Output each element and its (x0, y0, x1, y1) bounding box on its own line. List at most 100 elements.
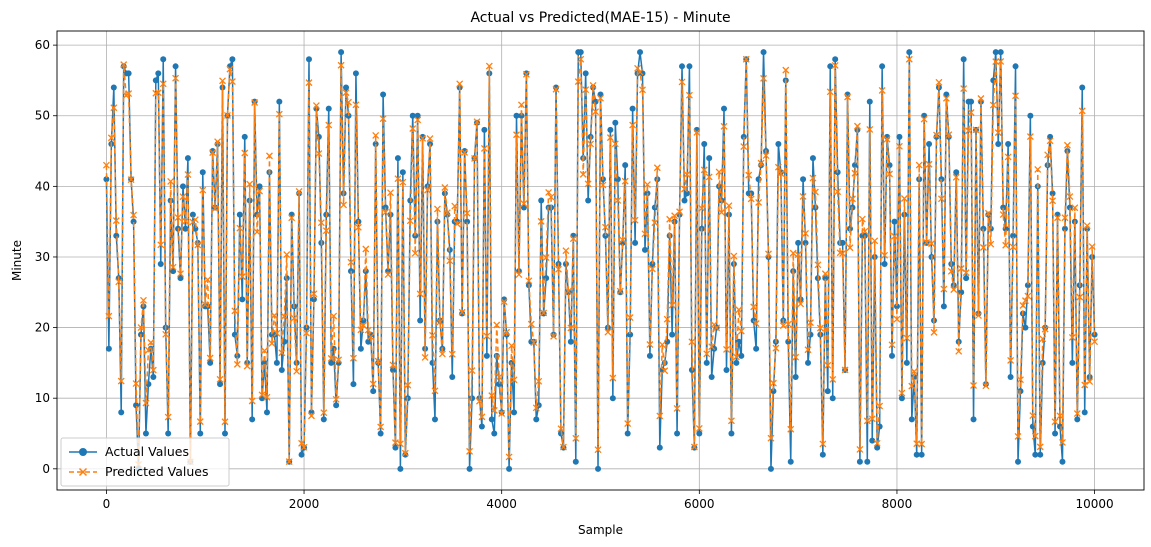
data-point-predicted (841, 366, 849, 374)
data-point-predicted (379, 115, 387, 123)
legend-entry-actual: Actual Values (69, 444, 189, 459)
data-point-actual (582, 70, 589, 77)
data-point-predicted (453, 220, 461, 228)
data-point-predicted (626, 314, 634, 322)
data-point-predicted (765, 250, 772, 258)
data-point-actual (1015, 458, 1022, 465)
data-point-actual (753, 345, 760, 352)
data-point-actual (533, 416, 540, 423)
data-point-actual (565, 289, 572, 296)
data-point-predicted (997, 57, 1005, 65)
x-tick-label: 0 (103, 497, 111, 511)
data-point-predicted (802, 230, 810, 237)
data-point-predicted (582, 86, 590, 94)
data-point-actual (179, 183, 186, 190)
legend-label-actual: Actual Values (105, 444, 189, 459)
data-point-predicted (382, 208, 390, 216)
data-point-predicted (814, 261, 822, 269)
data-point-predicted (206, 354, 214, 362)
data-point-actual (577, 49, 584, 56)
data-point-predicted (745, 171, 753, 179)
data-point-actual (893, 303, 900, 310)
data-point-actual (110, 84, 117, 91)
data-point-actual (656, 444, 663, 451)
data-point-actual (963, 275, 970, 282)
data-point-actual (483, 352, 490, 359)
data-point-actual (760, 49, 767, 56)
data-point-predicted (863, 417, 871, 425)
data-point-predicted (933, 131, 940, 139)
data-point-predicted (831, 61, 839, 69)
data-point-actual (701, 140, 708, 147)
data-point-predicted (522, 70, 530, 78)
data-point-actual (706, 155, 713, 162)
data-point-predicted (169, 263, 177, 271)
data-point-predicted (310, 290, 318, 298)
data-point-actual (787, 458, 794, 465)
data-point-actual (118, 409, 125, 416)
data-point-predicted (742, 55, 750, 63)
data-point-predicted (342, 89, 350, 97)
data-point-actual (898, 395, 905, 402)
data-point-predicted (752, 320, 760, 328)
data-point-actual (1052, 430, 1059, 437)
data-point-predicted (757, 159, 765, 167)
y-tick-label: 0 (42, 462, 50, 476)
data-point-actual (150, 374, 157, 381)
data-point-predicted (201, 301, 209, 308)
data-point-predicted (1088, 243, 1096, 251)
data-point-actual (389, 366, 396, 373)
data-point-predicted (671, 212, 679, 220)
data-point-actual (231, 331, 238, 338)
data-point-predicted (725, 202, 733, 210)
data-point-predicted (844, 93, 852, 101)
data-point-predicted (979, 244, 987, 251)
data-point-predicted (606, 134, 614, 142)
data-point-actual (646, 352, 653, 359)
data-point-predicted (609, 374, 617, 382)
chart-title: Actual vs Predicted(MAE-15) - Minute (470, 10, 730, 26)
data-point-predicted (149, 366, 157, 374)
data-point-predicted (102, 161, 110, 169)
data-point-actual (874, 444, 881, 451)
data-point-actual (165, 430, 172, 437)
data-point-predicted (834, 188, 842, 196)
data-point-predicted (1083, 222, 1091, 230)
data-point-predicted (441, 184, 449, 191)
data-point-actual (409, 112, 416, 119)
data-point-predicted (327, 354, 335, 362)
data-point-actual (886, 162, 893, 169)
data-point-predicted (288, 214, 296, 222)
data-point-actual (192, 225, 199, 232)
data-point-actual (926, 140, 933, 147)
data-point-predicted (940, 285, 948, 293)
data-point-predicted (982, 382, 990, 390)
data-point-predicted (152, 89, 160, 97)
data-point-predicted (695, 424, 703, 432)
data-point-predicted (881, 251, 889, 259)
data-point-predicted (994, 129, 1002, 137)
data-point-actual (832, 56, 839, 63)
data-point-predicted (466, 447, 474, 455)
data-point-predicted (1041, 325, 1049, 333)
x-tick-label: 4000 (486, 497, 517, 511)
data-point-predicted (349, 354, 357, 362)
data-point-predicted (312, 102, 320, 110)
data-point-predicted (903, 334, 911, 342)
data-point-predicted (1019, 302, 1027, 309)
data-point-actual (464, 218, 471, 225)
data-point-predicted (1029, 412, 1037, 419)
data-point-predicted (105, 312, 113, 320)
data-point-predicted (505, 453, 513, 461)
data-point-predicted (458, 308, 466, 316)
data-point-predicted (228, 78, 236, 86)
data-point-actual (866, 98, 873, 105)
data-point-actual (189, 211, 196, 218)
data-point-predicted (550, 332, 558, 340)
data-point-actual (612, 119, 619, 126)
data-point-predicted (540, 309, 548, 317)
data-point-predicted (117, 377, 125, 385)
data-point-actual (229, 56, 236, 63)
data-point-predicted (394, 175, 402, 183)
data-point-predicted (587, 140, 595, 148)
